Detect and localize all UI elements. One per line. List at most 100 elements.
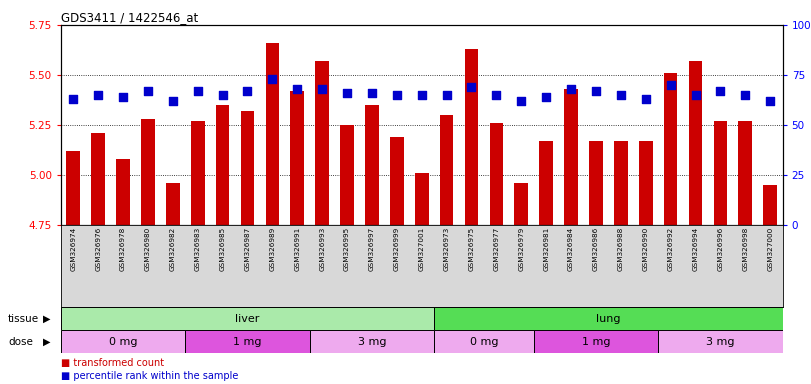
Text: GSM326974: GSM326974 (71, 227, 76, 271)
Text: GSM326995: GSM326995 (344, 227, 350, 271)
Text: GSM326980: GSM326980 (145, 227, 151, 271)
Point (390, 92, 403, 98)
Bar (639, 141, 653, 384)
Text: GSM326981: GSM326981 (543, 227, 549, 271)
Point (590, 88, 603, 94)
Text: ▶: ▶ (42, 337, 50, 347)
Text: 1 mg: 1 mg (234, 337, 262, 347)
Text: GSM326987: GSM326987 (244, 227, 251, 271)
Text: ■ percentile rank within the sample: ■ percentile rank within the sample (61, 371, 238, 381)
Text: GSM326977: GSM326977 (493, 227, 500, 271)
Bar (465, 49, 478, 384)
Bar (659, 330, 783, 353)
Bar (67, 151, 80, 384)
Bar (534, 330, 659, 353)
Point (639, 96, 652, 102)
Bar (92, 133, 105, 384)
Point (266, 76, 279, 82)
Text: ■ transformed count: ■ transformed count (61, 358, 164, 368)
Bar (340, 125, 354, 384)
Bar (564, 89, 578, 384)
Bar (61, 330, 185, 353)
Bar (265, 43, 279, 384)
Text: GSM326984: GSM326984 (568, 227, 574, 271)
Point (539, 94, 552, 100)
Text: GSM326983: GSM326983 (195, 227, 200, 271)
Text: GSM326982: GSM326982 (169, 227, 176, 271)
Text: GSM326973: GSM326973 (444, 227, 449, 271)
Bar (390, 137, 404, 384)
Point (241, 88, 254, 94)
Bar (763, 185, 777, 384)
Point (117, 94, 130, 100)
Bar (434, 330, 534, 353)
Text: GSM327000: GSM327000 (767, 227, 773, 271)
Bar (490, 123, 504, 384)
Point (615, 92, 628, 98)
Text: GSM326991: GSM326991 (294, 227, 300, 271)
Bar (714, 121, 727, 384)
Bar (290, 91, 304, 384)
Text: lung: lung (596, 314, 620, 324)
Text: GSM326989: GSM326989 (269, 227, 276, 271)
Point (415, 92, 428, 98)
Bar (191, 121, 204, 384)
Point (291, 86, 304, 92)
Text: GSM326996: GSM326996 (718, 227, 723, 271)
Bar (61, 307, 434, 330)
Text: GSM326979: GSM326979 (518, 227, 524, 271)
Text: 0 mg: 0 mg (470, 337, 498, 347)
Bar (241, 111, 255, 384)
Bar (689, 61, 702, 384)
Bar (166, 183, 180, 384)
Text: 0 mg: 0 mg (109, 337, 137, 347)
Point (714, 88, 727, 94)
Bar (185, 330, 310, 353)
Text: GSM326988: GSM326988 (618, 227, 624, 271)
Point (564, 86, 577, 92)
Text: GSM326994: GSM326994 (693, 227, 698, 271)
Bar (315, 61, 329, 384)
Bar (415, 173, 428, 384)
Point (465, 84, 478, 90)
Text: GSM326993: GSM326993 (320, 227, 325, 271)
Point (191, 88, 204, 94)
Point (92, 92, 105, 98)
Point (490, 92, 503, 98)
Bar (514, 183, 528, 384)
Point (739, 92, 752, 98)
Text: GSM326997: GSM326997 (369, 227, 375, 271)
Point (515, 98, 528, 104)
Bar (663, 73, 677, 384)
Bar (589, 141, 603, 384)
Text: 3 mg: 3 mg (358, 337, 386, 347)
Text: GSM326990: GSM326990 (643, 227, 649, 271)
Point (764, 98, 777, 104)
Point (689, 92, 702, 98)
Point (341, 90, 354, 96)
Text: GSM326975: GSM326975 (469, 227, 474, 271)
Bar (116, 159, 130, 384)
Text: GSM326985: GSM326985 (220, 227, 225, 271)
Text: GSM326999: GSM326999 (394, 227, 400, 271)
Text: GSM326978: GSM326978 (120, 227, 126, 271)
Bar (539, 141, 553, 384)
Text: GSM326992: GSM326992 (667, 227, 674, 271)
Point (664, 82, 677, 88)
Text: ▶: ▶ (42, 314, 50, 324)
Text: liver: liver (235, 314, 260, 324)
Bar (141, 119, 155, 384)
Point (216, 92, 229, 98)
Point (166, 98, 179, 104)
Text: 1 mg: 1 mg (581, 337, 610, 347)
Bar (440, 115, 453, 384)
Bar (614, 141, 628, 384)
Text: GSM326976: GSM326976 (95, 227, 101, 271)
Text: GDS3411 / 1422546_at: GDS3411 / 1422546_at (61, 11, 198, 24)
Bar (434, 307, 783, 330)
Point (141, 88, 154, 94)
Text: GSM326998: GSM326998 (742, 227, 749, 271)
Text: dose: dose (8, 337, 33, 347)
Text: GSM326986: GSM326986 (593, 227, 599, 271)
Bar (739, 121, 752, 384)
